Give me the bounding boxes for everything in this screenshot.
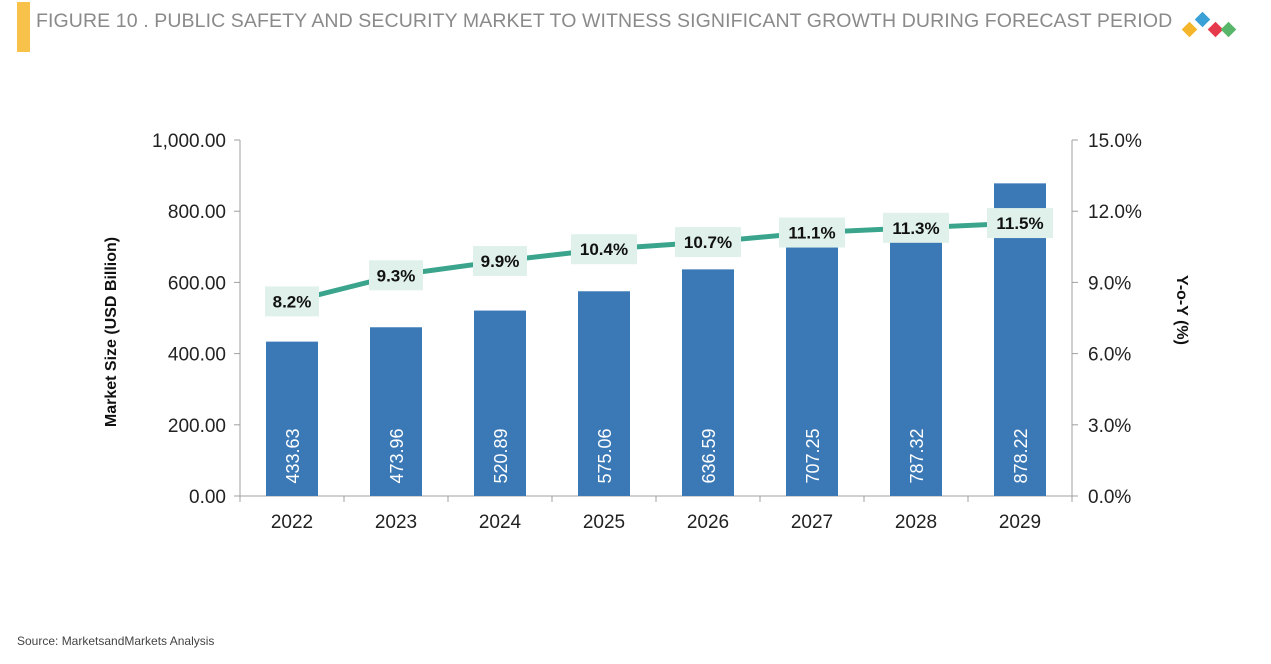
chart-labels: 8.2% 9.3% 9.9% 10.4% 10.7% 11.1% 11.3% 11.5% [265, 208, 1053, 317]
right-tick-label: 6.0% [1088, 345, 1131, 366]
bar [578, 291, 630, 496]
bar-value-label: 433.63 [283, 428, 303, 483]
right-tick-label: 9.0% [1088, 273, 1131, 294]
right-axis-title: Y-o-Y (%) [1173, 275, 1190, 345]
x-tick-label: 2029 [999, 512, 1041, 533]
yoy-label-box [571, 234, 637, 265]
left-tick-label: 400.00 [168, 345, 226, 366]
x-tick-label: 2023 [375, 512, 417, 533]
logo-diamond-red [1207, 21, 1224, 38]
bar-value-label: 878.22 [1011, 428, 1031, 483]
bar [890, 215, 942, 496]
chart-axes: 0.00 200.00 400.00 600.00 800.00 1,000.00 0.0%… [103, 131, 1190, 533]
yoy-value-label: 8.2% [273, 292, 312, 311]
right-tick-label: 12.0% [1088, 202, 1142, 223]
source-note: Source: MarketsandMarkets Analysis [17, 634, 215, 648]
page-title: FIGURE 10 . PUBLIC SAFETY AND SECURITY M… [36, 10, 1173, 32]
logo-diamond-green [1220, 21, 1237, 38]
yoy-value-label: 9.3% [377, 266, 416, 285]
logo-diamond-blue [1194, 12, 1211, 28]
left-tick-label: 800.00 [168, 202, 226, 223]
yoy-value-label: 10.7% [684, 233, 732, 252]
left-tick-label: 200.00 [168, 416, 226, 437]
yoy-label-box [265, 286, 319, 317]
bar [786, 244, 838, 496]
yoy-value-label: 10.4% [580, 240, 628, 259]
yoy-label-box [883, 212, 949, 243]
x-tick-label: 2028 [895, 512, 937, 533]
left-tick-label: 0.00 [189, 487, 226, 508]
yoy-label-box [779, 217, 845, 248]
left-tick-label: 1,000.00 [152, 131, 226, 152]
yoy-label-box [987, 208, 1053, 239]
x-tick-label: 2025 [583, 512, 625, 533]
right-tick-label: 0.0% [1088, 487, 1131, 508]
logo-diamond-yellow [1181, 21, 1198, 38]
yoy-value-label: 11.3% [892, 219, 939, 238]
yoy-label-box [675, 227, 741, 258]
bar-value-label: 520.89 [491, 428, 511, 483]
right-tick-label: 3.0% [1088, 416, 1131, 437]
x-tick-label: 2027 [791, 512, 833, 533]
left-tick-label: 600.00 [168, 273, 226, 294]
x-tick-label: 2026 [687, 512, 729, 533]
bar-value-label: 575.06 [595, 428, 615, 483]
bar-value-label: 636.59 [699, 428, 719, 483]
title-accent-bar [17, 2, 30, 52]
marketsandmarkets-logo-icon [1181, 12, 1237, 38]
bar-value-label: 707.25 [803, 428, 823, 483]
left-axis-title: Market Size (USD Billion) [103, 237, 120, 427]
bar [474, 310, 526, 496]
bar [682, 269, 734, 496]
bar [370, 327, 422, 496]
yoy-value-label: 9.9% [481, 252, 520, 271]
x-tick-label: 2024 [479, 512, 522, 533]
bar-value-label: 787.32 [907, 428, 927, 483]
yoy-label-box [369, 260, 423, 291]
yoy-value-label: 11.1% [788, 224, 835, 243]
bar-value-label: 473.96 [387, 428, 407, 483]
right-tick-label: 15.0% [1088, 131, 1142, 152]
x-tick-label: 2022 [271, 512, 313, 533]
yoy-value-label: 11.5% [996, 214, 1043, 233]
yoy-label-box [473, 246, 527, 277]
bar [266, 341, 318, 496]
